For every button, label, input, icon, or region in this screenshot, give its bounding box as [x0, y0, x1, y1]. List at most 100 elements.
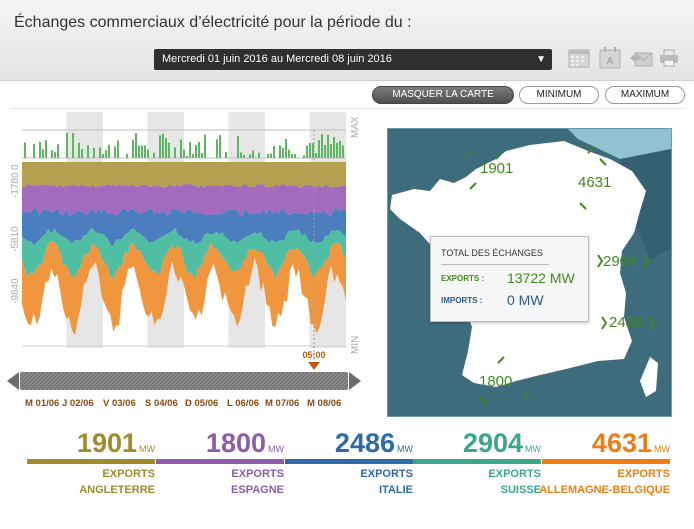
minimum-button[interactable]: MINIMUM	[519, 86, 599, 104]
area-italie	[22, 208, 346, 246]
scroll-track[interactable]	[20, 372, 348, 390]
stat-unit: MW	[525, 444, 541, 454]
export-bar	[201, 152, 203, 158]
export-bar	[93, 148, 95, 158]
calendar-day-icon[interactable]: A	[597, 46, 623, 70]
export-bar	[153, 152, 155, 158]
export-bar	[339, 140, 341, 158]
export-bar	[285, 138, 287, 158]
export-bar	[327, 134, 329, 158]
day-label[interactable]: V 03/06	[103, 398, 136, 409]
export-bar	[291, 154, 293, 158]
angleterre-arrow-icon	[465, 150, 503, 190]
export-bar	[204, 134, 206, 158]
export-bar	[324, 144, 326, 158]
export-bar	[72, 133, 74, 158]
export-bar	[306, 145, 308, 158]
stat-unit: MW	[397, 444, 413, 454]
summary-title: TOTAL DES ÉCHANGES	[441, 248, 543, 258]
export-bar	[141, 145, 143, 158]
day-label[interactable]: M 08/06	[307, 398, 341, 409]
stat-value: 2486 MW	[334, 428, 413, 458]
print-icon[interactable]	[657, 46, 681, 70]
export-bar	[237, 136, 239, 158]
export-bar	[294, 154, 296, 158]
day-label[interactable]: D 05/06	[185, 398, 218, 409]
export-bar	[180, 139, 182, 158]
day-label[interactable]: S 04/06	[145, 398, 178, 409]
export-bar	[195, 145, 197, 158]
stat-color-bar	[156, 459, 284, 464]
exchange-chart[interactable]: 0 -1780 -5810 -9840 MAX MIN 05:00 M 01/06 J …	[0, 108, 365, 418]
time-marker[interactable]: 05:00	[302, 130, 326, 370]
espagne-arrow-icon	[479, 356, 531, 404]
export-bar	[273, 146, 275, 158]
y-tick-label: -9840	[10, 278, 21, 304]
export-bar	[102, 154, 104, 158]
time-marker-triangle-icon	[308, 362, 320, 370]
allemagne-arrow-icon	[579, 146, 607, 210]
export-bar	[42, 149, 44, 158]
export-bar	[225, 151, 227, 158]
area-angleterre	[22, 162, 346, 188]
export-bar	[126, 153, 128, 158]
export-bar	[24, 142, 26, 158]
export-bar	[66, 132, 68, 158]
export-bar	[165, 138, 167, 158]
day-label[interactable]: J 02/06	[62, 398, 94, 409]
export-bar	[57, 144, 59, 158]
summary-divider	[441, 264, 549, 265]
stat-label-exports: EXPORTS	[488, 468, 541, 480]
calendar-grid-icon[interactable]	[566, 46, 592, 70]
timeline-scrollbar[interactable]	[7, 372, 361, 390]
period-select[interactable]: Mercredi 01 juin 2016 au Mercredi 08 jui…	[154, 49, 552, 70]
stat-card: 1800 MW EXPORTS ESPAGNE	[156, 428, 284, 498]
export-bar	[117, 140, 119, 158]
period-select-value: Mercredi 01 juin 2016 au Mercredi 08 jui…	[162, 53, 392, 65]
stat-color-bar	[285, 459, 413, 464]
stat-unit: MW	[654, 444, 670, 454]
stat-label-country: SUISSE	[500, 484, 541, 496]
stat-label-country: ITALIE	[378, 484, 413, 496]
stat-label-exports: EXPORTS	[360, 468, 413, 480]
map-value-angleterre: 1901	[480, 160, 514, 177]
time-marker-label: 05:00	[302, 350, 325, 360]
share-email-icon[interactable]	[628, 46, 654, 70]
stat-color-bar	[27, 459, 155, 464]
day-label[interactable]: M 07/06	[265, 398, 299, 409]
map-value-allemagne: 4631	[578, 174, 612, 191]
export-bar	[81, 149, 83, 158]
divider	[10, 108, 684, 109]
scroll-right-arrow-icon[interactable]	[349, 372, 361, 390]
export-bar	[54, 152, 56, 158]
stat-value: 1800 MW	[205, 428, 284, 458]
summary-imports-value: 0 MW	[507, 292, 544, 308]
export-bar	[51, 150, 53, 158]
export-bar	[189, 141, 191, 158]
stat-label-exports: EXPORTS	[617, 468, 670, 480]
export-bar	[144, 145, 146, 158]
hide-map-button[interactable]: MASQUER LA CARTE	[372, 86, 514, 104]
maximum-button[interactable]: MAXIMUM	[605, 86, 685, 104]
export-bar	[39, 141, 41, 158]
day-label[interactable]: L 06/06	[227, 398, 259, 409]
area-suisse	[22, 228, 346, 280]
stat-value: 4631 MW	[591, 428, 670, 458]
export-bar	[162, 133, 164, 158]
export-bar	[333, 137, 335, 158]
export-bar	[108, 144, 110, 158]
export-bar	[138, 145, 140, 158]
suisse-arrow-icon	[597, 254, 650, 268]
export-bar	[147, 149, 149, 158]
stat-value: 2904 MW	[462, 428, 541, 458]
export-bar	[135, 133, 137, 158]
scroll-left-arrow-icon[interactable]	[7, 372, 19, 390]
map-value-espagne: 1800	[479, 373, 513, 390]
export-bar	[192, 153, 194, 158]
export-bar	[267, 153, 269, 158]
day-label[interactable]: M 01/06	[25, 398, 59, 409]
stat-value: 1901 MW	[76, 428, 155, 458]
export-bar	[132, 139, 134, 158]
max-label: MAX	[350, 116, 361, 138]
export-bar	[303, 155, 305, 158]
